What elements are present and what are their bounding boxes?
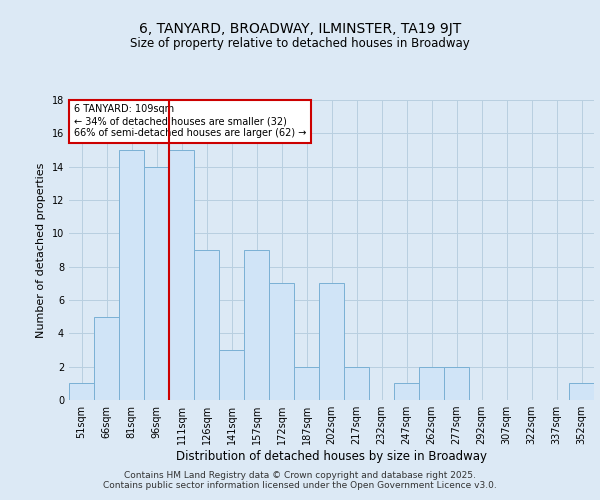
Bar [319,284,344,400]
Text: Contains HM Land Registry data © Crown copyright and database right 2025.
Contai: Contains HM Land Registry data © Crown c… [103,470,497,490]
Bar [219,350,244,400]
Bar [344,366,369,400]
Text: 6, TANYARD, BROADWAY, ILMINSTER, TA19 9JT: 6, TANYARD, BROADWAY, ILMINSTER, TA19 9J… [139,22,461,36]
Bar [169,150,194,400]
Y-axis label: Number of detached properties: Number of detached properties [36,162,46,338]
Bar [394,384,419,400]
Bar [144,166,169,400]
Bar [569,384,594,400]
Bar [419,366,444,400]
X-axis label: Distribution of detached houses by size in Broadway: Distribution of detached houses by size … [176,450,487,463]
Bar [119,150,144,400]
Bar [194,250,219,400]
Bar [294,366,319,400]
Bar [269,284,294,400]
Text: 6 TANYARD: 109sqm
← 34% of detached houses are smaller (32)
66% of semi-detached: 6 TANYARD: 109sqm ← 34% of detached hous… [74,104,307,138]
Bar [444,366,469,400]
Bar [244,250,269,400]
Bar [69,384,94,400]
Text: Size of property relative to detached houses in Broadway: Size of property relative to detached ho… [130,38,470,51]
Bar [94,316,119,400]
